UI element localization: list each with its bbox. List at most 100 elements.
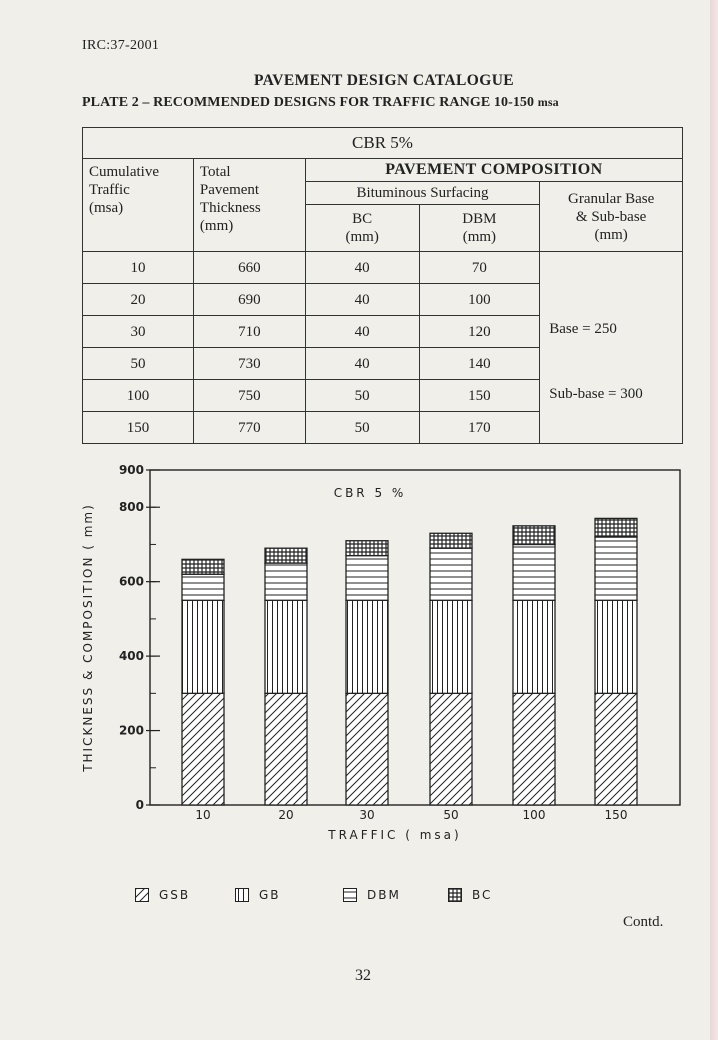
bar-segment-gsb xyxy=(512,692,556,806)
bar-segment-bc xyxy=(594,517,638,538)
design-table: CBR 5% Cumulative Traffic (msa) Total Pa… xyxy=(82,127,684,444)
x-tick-label: 50 xyxy=(443,808,458,822)
page-edge xyxy=(710,0,718,1040)
pavement-composition-header: PAVEMENT COMPOSITION xyxy=(304,158,684,182)
table-row: 30 710 40 120 xyxy=(82,315,683,348)
plate-title-unit: msa xyxy=(537,95,559,109)
cell-traffic: 100 xyxy=(82,379,194,412)
bc-header: BC (mm) xyxy=(304,204,420,252)
bar-segment-bc xyxy=(429,532,473,549)
legend-label-dbm: DBM xyxy=(367,888,401,902)
granular-header: Granular Base & Sub-base (mm) xyxy=(539,181,683,252)
col-header-traffic-line-1: Cumulative xyxy=(89,164,159,180)
legend-item-bc: BC xyxy=(448,888,492,902)
table-row: 50 730 40 140 xyxy=(82,347,683,380)
continued-note: Contd. xyxy=(623,914,664,930)
bar-segment-dbm xyxy=(512,543,556,601)
col-header-total-line-2: Pavement xyxy=(199,182,260,198)
cell-bc: 40 xyxy=(304,347,420,380)
bar-segment-gb xyxy=(594,599,638,694)
cell-dbm: 120 xyxy=(418,315,541,348)
bar-segment-dbm xyxy=(264,562,308,601)
col-header-traffic-line-3: (msa) xyxy=(89,200,124,216)
cell-traffic: 10 xyxy=(82,251,194,284)
bar-segment-bc xyxy=(512,525,556,546)
bar-segment-bc xyxy=(345,540,389,557)
legend-swatch-bc xyxy=(448,888,462,902)
cell-total: 710 xyxy=(192,315,306,348)
y-axis-label: THICKNESS & COMPOSITION ( mm) xyxy=(81,503,95,773)
bar-segment-dbm xyxy=(345,554,389,601)
legend-swatch-dbm xyxy=(343,888,357,902)
cell-bc: 40 xyxy=(304,315,420,348)
bar-segment-dbm xyxy=(181,573,225,601)
col-header-total-line-3: Thickness xyxy=(199,200,261,216)
cell-total: 750 xyxy=(192,379,306,412)
cell-dbm: 150 xyxy=(418,379,541,412)
legend-swatch-gb xyxy=(235,888,249,902)
bar-segment-gb xyxy=(181,599,225,694)
granular-header-line-1: Granular Base xyxy=(568,190,655,207)
bar-segment-gb xyxy=(429,599,473,694)
cell-traffic: 150 xyxy=(82,411,194,444)
legend-item-gsb: GSB xyxy=(135,888,190,902)
x-tick-label: 20 xyxy=(278,808,293,822)
chart-title: CBR 5 % xyxy=(334,486,407,500)
cell-total: 730 xyxy=(192,347,306,380)
cell-bc: 40 xyxy=(304,251,420,284)
y-tick-label: 400 xyxy=(119,649,144,663)
page-title: PAVEMENT DESIGN CATALOGUE xyxy=(253,72,515,89)
cell-total: 690 xyxy=(192,283,306,316)
chart-svg: 0 200 400 600 800 900 THICKNESS & COMPOSITION … xyxy=(81,463,681,842)
y-tick-label: 0 xyxy=(136,798,144,812)
bc-header-line-2: (mm) xyxy=(345,229,379,245)
cell-dbm: 70 xyxy=(418,251,541,284)
bar-segment-bc xyxy=(181,558,225,575)
cell-bc: 40 xyxy=(304,283,420,316)
bar-segment-bc xyxy=(264,547,308,564)
plate-title: PLATE 2 – RECOMMENDED DESIGNS FOR TRAFFI… xyxy=(82,95,702,111)
dbm-header-line-2: (mm) xyxy=(462,229,497,245)
cell-traffic: 30 xyxy=(82,315,194,348)
document-code: IRC:37-2001 xyxy=(82,38,160,53)
bar-segment-gb xyxy=(345,599,389,694)
y-tick-label: 800 xyxy=(119,500,144,514)
col-header-traffic: Cumulative Traffic (msa) xyxy=(82,158,194,252)
x-tick-label: 10 xyxy=(195,808,210,822)
legend-label-gsb: GSB xyxy=(159,888,191,902)
cbr-heading: CBR 5% xyxy=(82,127,683,159)
col-header-total: Total Pavement Thickness (mm) xyxy=(192,158,306,252)
table-row: 150 770 50 170 xyxy=(82,411,683,444)
legend-label-gb: GB xyxy=(259,888,281,902)
chart-legend: GSB GB DBM BC xyxy=(135,888,635,912)
x-tick-label: 150 xyxy=(605,808,628,822)
bc-header-line-1: BC xyxy=(352,211,373,227)
stacked-bar-chart: 0 200 400 600 800 900 THICKNESS & COMPOSITION … xyxy=(70,460,710,890)
table-row: 10 660 40 70 Base = 250 Sub-base = 300 xyxy=(82,251,683,444)
granular-values-cell: Base = 250 Sub-base = 300 xyxy=(539,251,683,444)
cell-traffic: 20 xyxy=(82,283,194,316)
bar-segment-gsb xyxy=(345,692,389,806)
cell-dbm: 170 xyxy=(418,411,541,444)
subbase-thickness-note: Sub-base = 300 xyxy=(549,386,643,402)
x-axis-label: TRAFFIC ( msa) xyxy=(327,828,461,842)
bar-segment-gsb xyxy=(594,692,638,806)
legend-label-bc: BC xyxy=(472,888,493,902)
plot-frame xyxy=(149,469,681,806)
cell-traffic: 50 xyxy=(82,347,194,380)
dbm-header-line-1: DBM xyxy=(462,211,497,227)
y-tick-label: 900 xyxy=(119,463,144,477)
x-tick-label: 30 xyxy=(359,808,374,822)
col-header-total-line-4: (mm) xyxy=(199,218,234,234)
bar-segment-dbm xyxy=(594,536,638,601)
bar-segment-dbm xyxy=(429,547,473,601)
col-header-total-line-1: Total xyxy=(199,164,231,180)
col-header-traffic-line-2: Traffic xyxy=(89,182,130,198)
x-tick-label: 100 xyxy=(523,808,546,822)
cell-dbm: 140 xyxy=(418,347,541,380)
table-row: 100 750 50 150 xyxy=(82,379,683,412)
table-row: 20 690 40 100 xyxy=(82,283,683,316)
page-number: 32 xyxy=(355,967,371,984)
cell-total: 770 xyxy=(192,411,306,444)
legend-item-gb: GB xyxy=(235,888,281,902)
